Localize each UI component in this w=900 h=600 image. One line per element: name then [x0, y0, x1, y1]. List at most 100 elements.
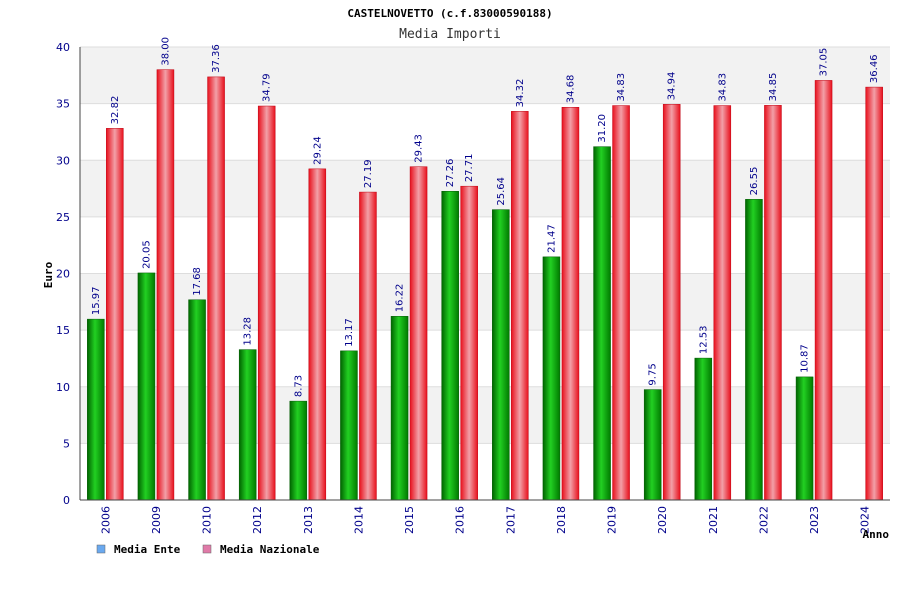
- data-label: 34.32: [515, 79, 526, 108]
- bar-media-ente: [340, 350, 358, 501]
- legend-label-media-ente: Media Ente: [114, 543, 181, 556]
- legend-label-media-nazionale: Media Nazionale: [220, 543, 320, 556]
- y-tick-label: 5: [63, 437, 70, 450]
- bar-media-ente: [289, 400, 308, 501]
- bar-media-nazionale: [561, 106, 580, 501]
- data-label: 38.00: [160, 37, 171, 66]
- x-tick-label: 2017: [504, 506, 517, 534]
- x-tick-label: 2009: [150, 506, 163, 534]
- y-tick-label: 0: [63, 494, 70, 507]
- data-label: 34.94: [667, 72, 678, 101]
- bar-media-nazionale: [308, 168, 327, 501]
- data-label: 34.79: [262, 73, 273, 102]
- bar-media-ente: [542, 256, 561, 501]
- y-axis-label: Euro: [42, 261, 55, 288]
- chart-subtitle: Media Importi: [399, 27, 501, 42]
- bar-media-ente: [643, 389, 662, 501]
- bar-media-ente: [137, 272, 156, 501]
- x-tick-label: 2022: [757, 506, 770, 534]
- legend-swatch-media-ente: [96, 544, 106, 554]
- x-tick-label: 2010: [201, 506, 214, 534]
- y-tick-label: 35: [56, 98, 70, 111]
- x-tick-label: 2016: [454, 506, 467, 534]
- bar-media-ente: [441, 191, 459, 501]
- x-axis-label: Anno: [863, 528, 890, 541]
- data-label: 27.71: [464, 154, 475, 183]
- bar-media-ente: [492, 209, 510, 501]
- bar-media-ente: [238, 349, 257, 501]
- bar-media-ente: [87, 318, 105, 501]
- data-label: 8.73: [293, 375, 304, 397]
- data-label: 27.26: [445, 159, 456, 188]
- bar-media-nazionale: [257, 105, 276, 501]
- data-label: 17.68: [192, 267, 203, 296]
- data-label: 20.05: [141, 240, 152, 269]
- bar-media-ente: [795, 376, 814, 501]
- bar-media-nazionale: [612, 105, 630, 501]
- data-label: 13.17: [344, 318, 355, 347]
- data-label: 34.83: [616, 73, 627, 102]
- bar-media-nazionale: [865, 86, 883, 501]
- bar-media-ente: [745, 199, 763, 501]
- y-tick-label: 40: [56, 41, 70, 54]
- data-label: 37.36: [211, 44, 222, 73]
- data-label: 25.64: [496, 177, 507, 206]
- data-label: 21.47: [546, 224, 557, 253]
- data-label: 15.97: [91, 286, 102, 315]
- bar-media-ente: [694, 357, 713, 501]
- legend-swatch-media-nazionale: [202, 544, 212, 554]
- bar-media-ente: [390, 316, 409, 501]
- x-tick-label: 2020: [656, 506, 669, 534]
- x-tick-label: 2013: [302, 506, 315, 534]
- bar-media-nazionale: [814, 80, 833, 501]
- data-label: 34.85: [768, 73, 779, 102]
- data-label: 34.83: [717, 73, 728, 102]
- bar-media-nazionale: [207, 76, 225, 501]
- y-tick-label: 15: [56, 324, 70, 337]
- y-tick-label: 20: [56, 268, 70, 281]
- data-label: 9.75: [648, 363, 659, 385]
- x-tick-label: 2019: [606, 506, 619, 534]
- y-axis-ticks: 0 5 10 15 20 25 30 35 40: [56, 41, 70, 507]
- bar-media-ente: [188, 299, 206, 501]
- x-tick-label: 2015: [403, 506, 416, 534]
- data-label: 27.19: [363, 159, 374, 188]
- bar-media-nazionale: [156, 69, 175, 501]
- y-tick-label: 25: [56, 211, 70, 224]
- x-tick-label: 2021: [707, 506, 720, 534]
- chart-title: CASTELNOVETTO (c.f.83000590188): [347, 7, 552, 20]
- bars: [87, 69, 883, 501]
- data-label: 36.46: [869, 54, 880, 83]
- x-tick-label: 2018: [555, 506, 568, 534]
- legend: Media Ente Media Nazionale: [96, 543, 320, 556]
- bar-media-ente: [593, 146, 611, 501]
- x-tick-label: 2012: [251, 506, 264, 534]
- x-tick-label: 2023: [808, 506, 821, 534]
- bar-media-nazionale: [511, 111, 529, 501]
- data-label: 29.43: [414, 134, 425, 163]
- data-label: 10.87: [800, 344, 811, 373]
- data-label: 26.55: [749, 167, 760, 196]
- data-label: 16.22: [395, 284, 406, 313]
- x-tick-label: 2006: [99, 506, 112, 534]
- bar-media-nazionale: [460, 185, 478, 501]
- data-label: 34.68: [565, 75, 576, 104]
- bar-media-nazionale: [409, 166, 428, 501]
- x-axis-ticks: 2006 2009 2010 2012 2013 2014 2015 2016 2017 2018…: [99, 506, 871, 534]
- data-label: 32.82: [110, 96, 121, 125]
- data-label: 13.28: [243, 317, 254, 346]
- x-tick-label: 2024: [859, 506, 872, 534]
- bar-media-nazionale: [359, 191, 377, 501]
- data-label: 31.20: [597, 114, 608, 143]
- bar-media-nazionale: [106, 128, 124, 501]
- data-label: 37.05: [819, 48, 830, 77]
- data-label: 12.53: [698, 325, 709, 354]
- x-tick-label: 2014: [352, 506, 365, 534]
- y-tick-label: 30: [56, 154, 70, 167]
- y-tick-label: 10: [56, 381, 70, 394]
- bar-media-nazionale: [662, 104, 681, 501]
- data-label: 29.24: [312, 136, 323, 165]
- data-labels: 15.97 32.82 20.05 38.00 17.68 37.36 13.28 34.79…: [91, 37, 880, 397]
- bar-media-nazionale: [764, 105, 782, 501]
